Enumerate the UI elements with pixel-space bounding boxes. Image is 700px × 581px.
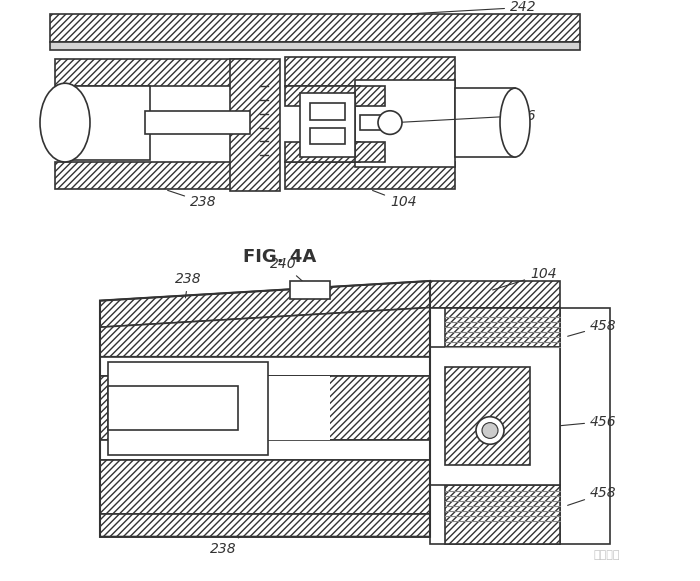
Polygon shape xyxy=(100,460,430,514)
Bar xyxy=(355,142,385,162)
Polygon shape xyxy=(430,281,560,307)
Text: 104: 104 xyxy=(372,191,416,209)
Text: 104: 104 xyxy=(493,267,556,290)
Bar xyxy=(285,142,360,162)
Bar xyxy=(445,367,530,465)
Text: FIG. 4A: FIG. 4A xyxy=(244,248,316,266)
Bar xyxy=(285,86,360,106)
Text: 458: 458 xyxy=(568,486,617,505)
Text: 238: 238 xyxy=(167,191,216,209)
Bar xyxy=(355,80,455,167)
Bar xyxy=(285,162,455,189)
Bar xyxy=(430,347,560,485)
Text: 456: 456 xyxy=(513,415,617,430)
Polygon shape xyxy=(100,357,430,376)
Bar xyxy=(430,307,560,544)
Bar xyxy=(355,86,385,106)
Bar xyxy=(300,93,355,157)
Polygon shape xyxy=(100,307,430,357)
Text: 242: 242 xyxy=(402,1,537,15)
Bar xyxy=(290,281,330,299)
Bar xyxy=(310,103,345,120)
Text: 240: 240 xyxy=(270,257,308,286)
Polygon shape xyxy=(100,440,430,460)
Text: 储能世界: 储能世界 xyxy=(594,550,620,560)
Text: 458: 458 xyxy=(568,319,617,336)
Text: 238: 238 xyxy=(175,272,202,298)
Polygon shape xyxy=(100,514,430,537)
Ellipse shape xyxy=(500,88,530,157)
Bar xyxy=(50,42,580,50)
Circle shape xyxy=(476,417,504,444)
Bar xyxy=(145,111,250,134)
Bar xyxy=(108,361,268,455)
Polygon shape xyxy=(100,376,430,440)
Bar xyxy=(445,485,560,544)
Text: 456: 456 xyxy=(398,109,537,123)
Bar xyxy=(108,386,238,431)
Circle shape xyxy=(482,422,498,438)
Polygon shape xyxy=(100,281,430,327)
Text: 238: 238 xyxy=(210,537,240,557)
Bar xyxy=(445,307,560,347)
Bar xyxy=(310,127,345,144)
Bar xyxy=(230,59,280,192)
Ellipse shape xyxy=(40,83,90,162)
Bar xyxy=(285,57,455,86)
Bar xyxy=(360,114,395,131)
Bar xyxy=(560,307,610,544)
Circle shape xyxy=(378,111,402,134)
Bar xyxy=(65,86,150,160)
Bar xyxy=(55,162,250,189)
Polygon shape xyxy=(130,376,330,440)
Bar xyxy=(55,59,250,86)
Bar xyxy=(50,15,580,42)
Bar xyxy=(455,88,515,157)
